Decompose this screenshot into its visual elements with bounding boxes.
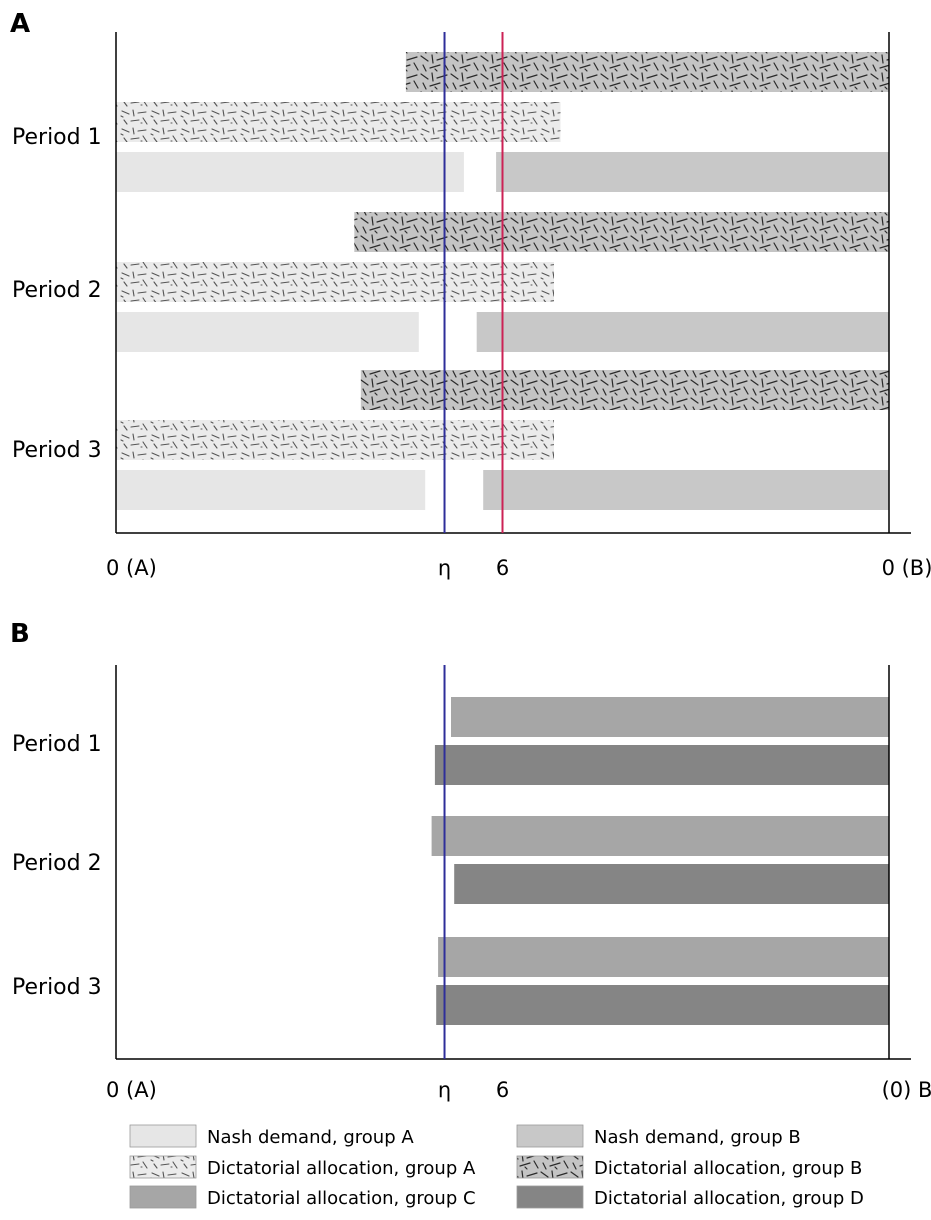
panel-a-reference-lines bbox=[443, 32, 504, 533]
panel-b-bars bbox=[431, 697, 889, 1025]
legend-item-nash-demand-group-b: Nash demand, group B bbox=[516, 1124, 801, 1148]
legend-label: Dictatorial allocation, group A bbox=[207, 1158, 476, 1179]
bar-dictatorial-allocation-group-a-period-1 bbox=[116, 102, 561, 142]
legend-item-dictatorial-allocation-group-a: Dictatorial allocation, group A bbox=[129, 1155, 476, 1179]
tick-label-eta: η bbox=[438, 556, 451, 580]
legend-label: Dictatorial allocation, group B bbox=[594, 1158, 862, 1179]
legend-item-dictatorial-allocation-group-c: Dictatorial allocation, group C bbox=[129, 1185, 476, 1209]
tick-label-6: 6 bbox=[496, 556, 509, 580]
tick-label-eta: η bbox=[438, 1078, 451, 1102]
legend-item-nash-demand-group-a: Nash demand, group A bbox=[129, 1124, 414, 1148]
category-label-period-3: Period 3 bbox=[12, 975, 102, 1000]
legend: Nash demand, group A Nash demand, group B… bbox=[129, 1124, 864, 1209]
panel-b-label: B bbox=[10, 619, 30, 649]
bar-dictatorial-allocation-group-b-period-1 bbox=[405, 52, 889, 92]
bar-dictatorial-allocation-group-b-period-2 bbox=[354, 212, 889, 252]
bar-nash-demand-group-a-period-1 bbox=[116, 152, 464, 192]
panel-a-label: A bbox=[10, 9, 30, 39]
panel-b-category-labels: Period 1 Period 2 Period 3 bbox=[12, 732, 102, 1000]
legend-swatch bbox=[129, 1155, 197, 1179]
bar-dictatorial-allocation-group-a-period-3 bbox=[116, 420, 554, 460]
panel-a-bars bbox=[116, 52, 889, 510]
legend-item-dictatorial-allocation-group-d: Dictatorial allocation, group D bbox=[516, 1185, 864, 1209]
panel-b: B Period 1 Period 2 Period 3 0 (A) η 6 (0) B bbox=[10, 619, 931, 1102]
tick-label-0-a: 0 (A) bbox=[106, 1078, 157, 1102]
category-label-period-2: Period 2 bbox=[12, 851, 102, 876]
bar-nash-demand-group-a-period-3 bbox=[116, 470, 426, 510]
legend-swatch bbox=[129, 1185, 197, 1209]
panel-a: A Period 1 Period 2 Period 3 0 (A) η 6 0 (B) bbox=[10, 9, 931, 580]
legend-swatch bbox=[129, 1124, 197, 1148]
bar-dictatorial-allocation-group-d-period-1 bbox=[434, 745, 889, 785]
bar-nash-demand-group-b-period-3 bbox=[483, 470, 889, 510]
panel-a-tick-labels: 0 (A) η 6 0 (B) bbox=[106, 556, 931, 580]
bar-dictatorial-allocation-group-c-period-1 bbox=[451, 697, 889, 737]
legend-swatch bbox=[516, 1124, 584, 1148]
bar-nash-demand-group-b-period-1 bbox=[496, 152, 889, 192]
tick-label-0-a: 0 (A) bbox=[106, 556, 157, 580]
category-label-period-1: Period 1 bbox=[12, 125, 102, 150]
bar-dictatorial-allocation-group-c-period-3 bbox=[438, 937, 889, 977]
tick-label-6: 6 bbox=[496, 1078, 509, 1102]
bar-dictatorial-allocation-group-a-period-2 bbox=[116, 262, 554, 302]
legend-label: Nash demand, group B bbox=[594, 1127, 801, 1148]
bar-dictatorial-allocation-group-d-period-2 bbox=[454, 864, 889, 904]
legend-item-dictatorial-allocation-group-b: Dictatorial allocation, group B bbox=[516, 1155, 862, 1179]
panel-a-category-labels: Period 1 Period 2 Period 3 bbox=[12, 125, 102, 463]
category-label-period-2: Period 2 bbox=[12, 278, 102, 303]
bar-dictatorial-allocation-group-b-period-3 bbox=[360, 370, 889, 410]
bar-dictatorial-allocation-group-d-period-3 bbox=[436, 985, 889, 1025]
bar-nash-demand-group-b-period-2 bbox=[476, 312, 889, 352]
category-label-period-3: Period 3 bbox=[12, 438, 102, 463]
legend-swatch bbox=[516, 1185, 584, 1209]
bar-dictatorial-allocation-group-c-period-2 bbox=[431, 816, 889, 856]
legend-label: Dictatorial allocation, group C bbox=[207, 1188, 476, 1209]
category-label-period-1: Period 1 bbox=[12, 732, 102, 757]
legend-label: Nash demand, group A bbox=[207, 1127, 414, 1148]
legend-label: Dictatorial allocation, group D bbox=[594, 1188, 864, 1209]
tick-label-0-b: 0 (B) bbox=[882, 556, 931, 580]
panel-b-tick-labels: 0 (A) η 6 (0) B bbox=[106, 1078, 931, 1102]
legend-swatch bbox=[516, 1155, 584, 1179]
bar-nash-demand-group-a-period-2 bbox=[116, 312, 419, 352]
tick-label-0-b: (0) B bbox=[882, 1078, 931, 1102]
